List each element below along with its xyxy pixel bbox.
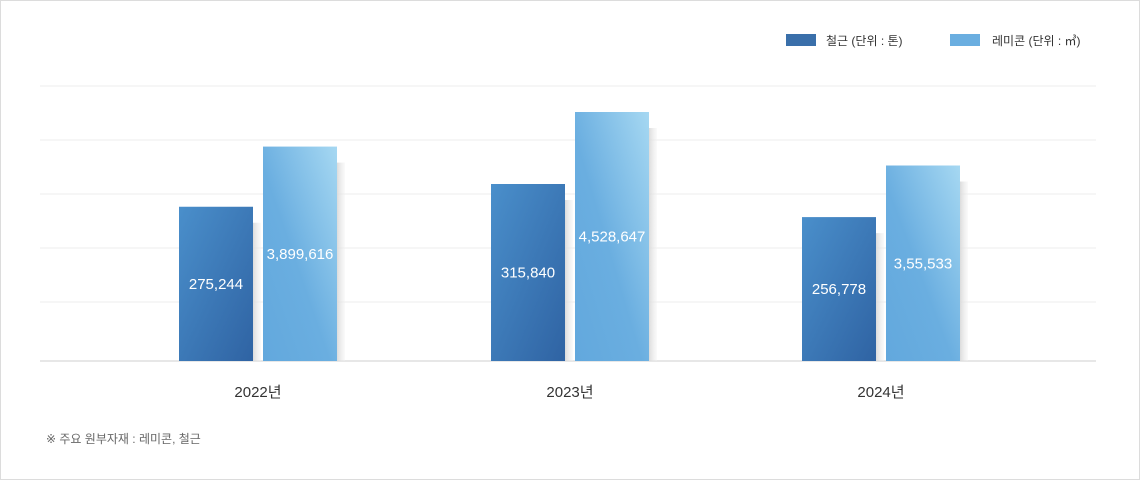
legend-item-rebar: 철근 (단위 : 톤) — [786, 34, 903, 48]
bar-shadow — [565, 200, 573, 361]
category-label-2: 2023년 — [546, 384, 593, 401]
bar-shadow — [253, 222, 261, 361]
bar-label-rebar-1: 275,244 — [189, 276, 243, 293]
legend-label-rebar: 철근 (단위 : 톤) — [826, 34, 903, 48]
category-labels: 2022년 2023년 2024년 — [234, 384, 904, 401]
bar-label-remicon-1: 3,899,616 — [267, 246, 334, 263]
footnote: ※ 주요 원부자재 : 레미콘, 철근 — [46, 432, 201, 446]
bar-remicon-3 — [886, 165, 960, 361]
bar-label-rebar-2: 315,840 — [501, 265, 555, 282]
bar-rebar-2 — [491, 184, 565, 361]
bar-rebar-1 — [179, 206, 253, 361]
bar-label-remicon-3: 3,55,533 — [894, 255, 952, 272]
bar-label-rebar-3: 256,778 — [812, 281, 866, 298]
bar-shadow — [876, 233, 884, 361]
category-label-3: 2024년 — [857, 384, 904, 401]
bar-shadow — [960, 181, 968, 361]
category-label-1: 2022년 — [234, 384, 281, 401]
legend-swatch-rebar — [786, 34, 816, 46]
bar-remicon-2 — [575, 112, 649, 361]
bar-shadow — [649, 128, 657, 361]
bar-label-remicon-2: 4,528,647 — [579, 229, 646, 246]
bar-remicon-1 — [263, 146, 337, 361]
bar-shadow — [337, 162, 345, 361]
legend-label-remicon: 레미콘 (단위 : ㎥) — [992, 34, 1081, 48]
legend-swatch-remicon — [950, 34, 980, 46]
legend: 철근 (단위 : 톤) 레미콘 (단위 : ㎥) — [786, 34, 1081, 48]
legend-item-remicon: 레미콘 (단위 : ㎥) — [950, 34, 1081, 48]
bars: 275,244 3,899,616 315,840 4,528,647 256,778 3… — [179, 112, 968, 361]
bar-rebar-3 — [802, 217, 876, 361]
